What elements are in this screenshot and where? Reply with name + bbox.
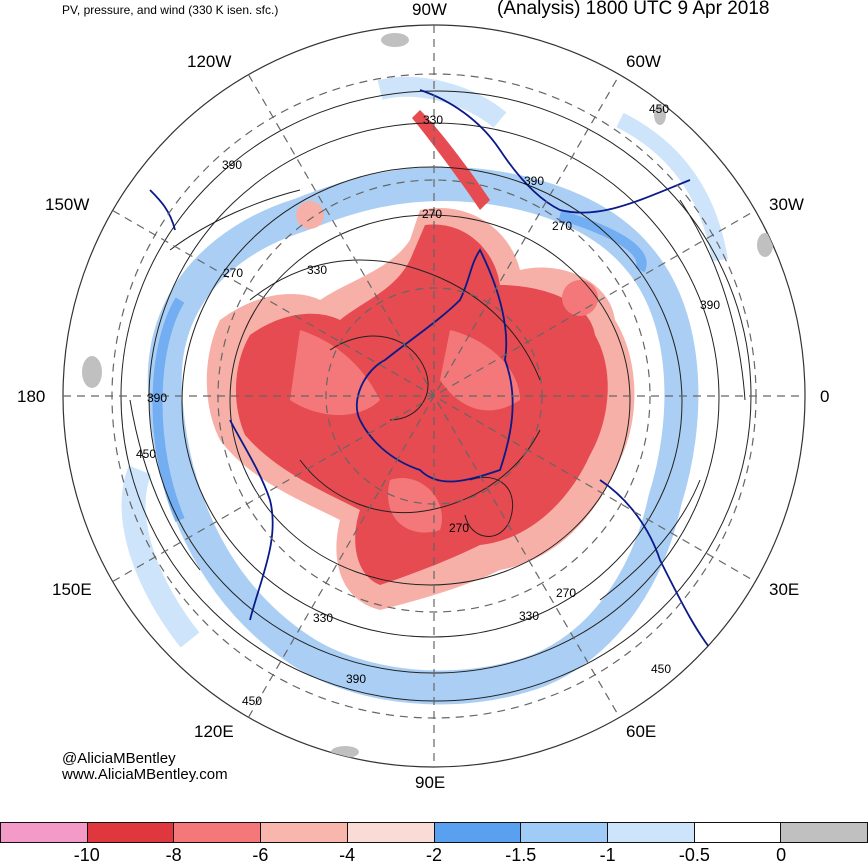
- lon-label-150w: 150W: [45, 195, 90, 214]
- credit-website: www.AliciaMBentley.com: [62, 766, 228, 783]
- colorbar-swatch: [173, 822, 261, 843]
- coastlines: [149, 89, 721, 661]
- lon-label-0: 0: [820, 387, 830, 406]
- contour-label: 450: [136, 447, 157, 461]
- lon-label-60w: 60W: [626, 52, 661, 71]
- colorbar-swatch: [520, 822, 607, 843]
- colorbar-swatch: [606, 822, 694, 843]
- colorbar-tick-label: 0: [776, 845, 787, 865]
- colorbar-swatch: [780, 822, 868, 843]
- colorbar-tick-label: -10: [73, 845, 100, 865]
- contour-label: 330: [423, 113, 444, 127]
- contour-label: 330: [307, 263, 328, 277]
- contour-label: 450: [649, 102, 670, 116]
- colorbar-tick-label: -0.5: [678, 845, 710, 865]
- contour-label: 270: [556, 586, 577, 600]
- colorbar-tick-label: -4: [339, 845, 356, 865]
- pv-zero-patches: [82, 33, 773, 758]
- contour-label: 330: [519, 609, 540, 623]
- colorbar-swatch: [346, 822, 434, 843]
- contour-label: 450: [651, 662, 672, 676]
- lon-label-30e: 30E: [769, 580, 800, 599]
- contour-label: 450: [242, 694, 263, 708]
- colorbar: [0, 822, 868, 843]
- contour-label: 390: [524, 174, 545, 188]
- colorbar-tick-label: -1.5: [505, 845, 537, 865]
- contour-label: 330: [313, 611, 334, 625]
- credit-handle: @AliciaMBentley: [62, 750, 176, 767]
- polar-map: [62, 24, 806, 768]
- lon-label-120w: 120W: [187, 52, 232, 71]
- pv-blue-band: [121, 76, 728, 705]
- lon-label-60e: 60E: [626, 722, 657, 741]
- colorbar-tick-label: -8: [165, 845, 182, 865]
- colorbar-tick-label: -6: [252, 845, 269, 865]
- graticule: [63, 25, 805, 767]
- colorbar-tick-label: -1: [599, 845, 616, 865]
- contour-label: 390: [346, 672, 367, 686]
- contour-label: 270: [552, 219, 573, 233]
- colorbar-swatch: [0, 822, 87, 843]
- colorbar-swatch: [693, 822, 781, 843]
- contour-label: 390: [147, 391, 168, 405]
- contour-label: 270: [422, 207, 443, 221]
- map-title: (Analysis) 1800 UTC 9 Apr 2018: [497, 0, 770, 19]
- colorbar-swatch: [86, 822, 174, 843]
- colorbar-swatch: [433, 822, 521, 843]
- contour-label: 390: [700, 298, 721, 312]
- contour-label: 270: [449, 521, 470, 535]
- contour-label: 270: [223, 266, 244, 280]
- lon-label-120e: 120E: [194, 722, 234, 741]
- lon-label-180: 180: [17, 387, 46, 406]
- colorbar-swatch: [260, 822, 347, 843]
- lon-label-30w: 30W: [769, 195, 804, 214]
- map-subtitle: PV, pressure, and wind (330 K isen. sfc.…: [62, 3, 279, 17]
- contour-label: 390: [222, 158, 243, 172]
- lon-label-90w: 90W: [412, 0, 447, 19]
- colorbar-tick-label: -2: [425, 845, 443, 865]
- lon-label-90e: 90E: [415, 773, 446, 792]
- lon-label-150e: 150E: [52, 580, 92, 599]
